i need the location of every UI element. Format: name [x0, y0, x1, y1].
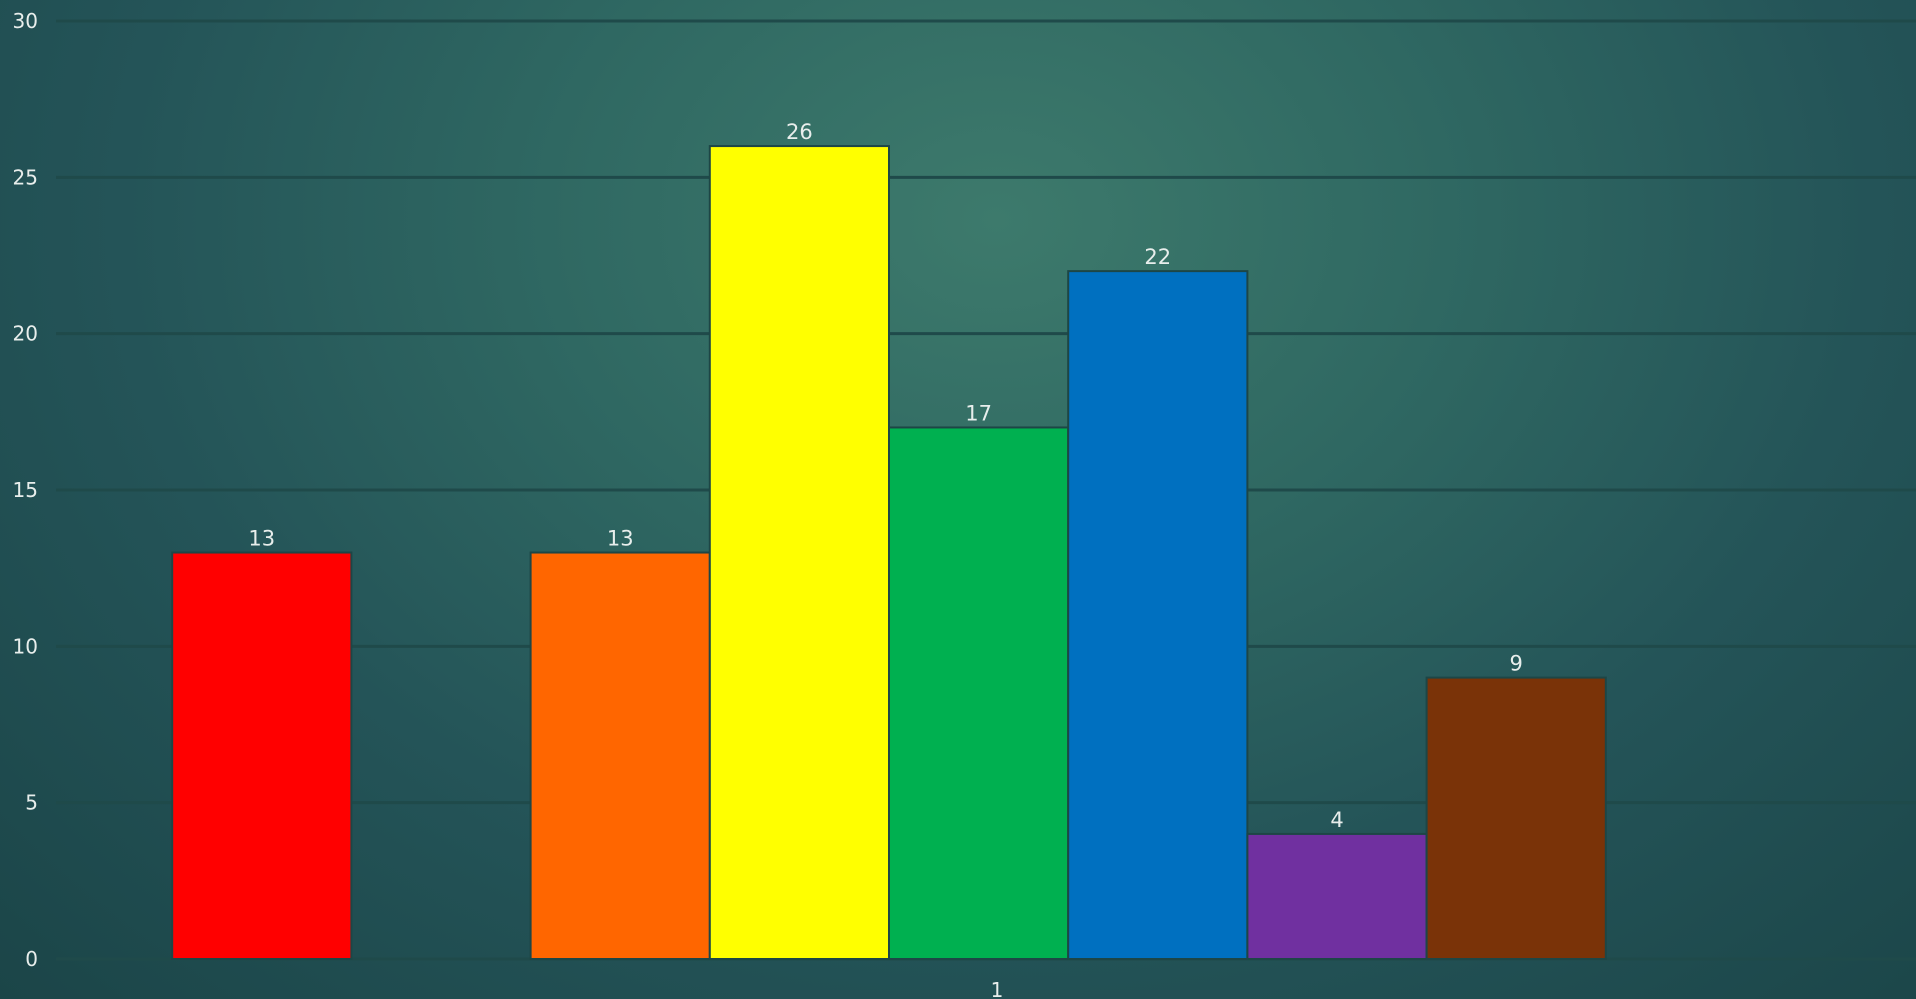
bar-6: [1067, 270, 1249, 960]
data-label-4: 26: [786, 120, 813, 144]
x-tick-label: 1: [991, 978, 1004, 999]
y-tick-label: 30: [13, 9, 38, 33]
bar-4: [708, 145, 890, 961]
y-tick-label: 5: [25, 791, 38, 815]
data-label-5: 17: [965, 401, 992, 425]
data-label-1: 13: [248, 527, 275, 551]
x-axis-ticks: 1: [991, 978, 1004, 999]
y-tick-label: 10: [13, 634, 38, 658]
bar-8: [1425, 676, 1607, 960]
data-label-7: 4: [1330, 808, 1343, 832]
y-tick-label: 25: [13, 165, 38, 189]
bar-7: [1246, 832, 1428, 961]
bar-3: [529, 551, 711, 960]
y-tick-label: 0: [25, 947, 38, 971]
data-label-3: 13: [607, 527, 634, 551]
bars: [171, 145, 1607, 961]
y-axis-ticks: 0 5 10 15 20 25 30: [13, 9, 38, 971]
y-tick-label: 15: [13, 478, 38, 502]
data-label-8: 9: [1510, 652, 1523, 676]
bar-5: [888, 426, 1070, 960]
data-labels: 13 13 26 17 22 4 9: [248, 120, 1522, 832]
y-tick-label: 20: [13, 322, 38, 346]
data-label-6: 22: [1144, 245, 1171, 269]
bar-1: [171, 551, 353, 960]
